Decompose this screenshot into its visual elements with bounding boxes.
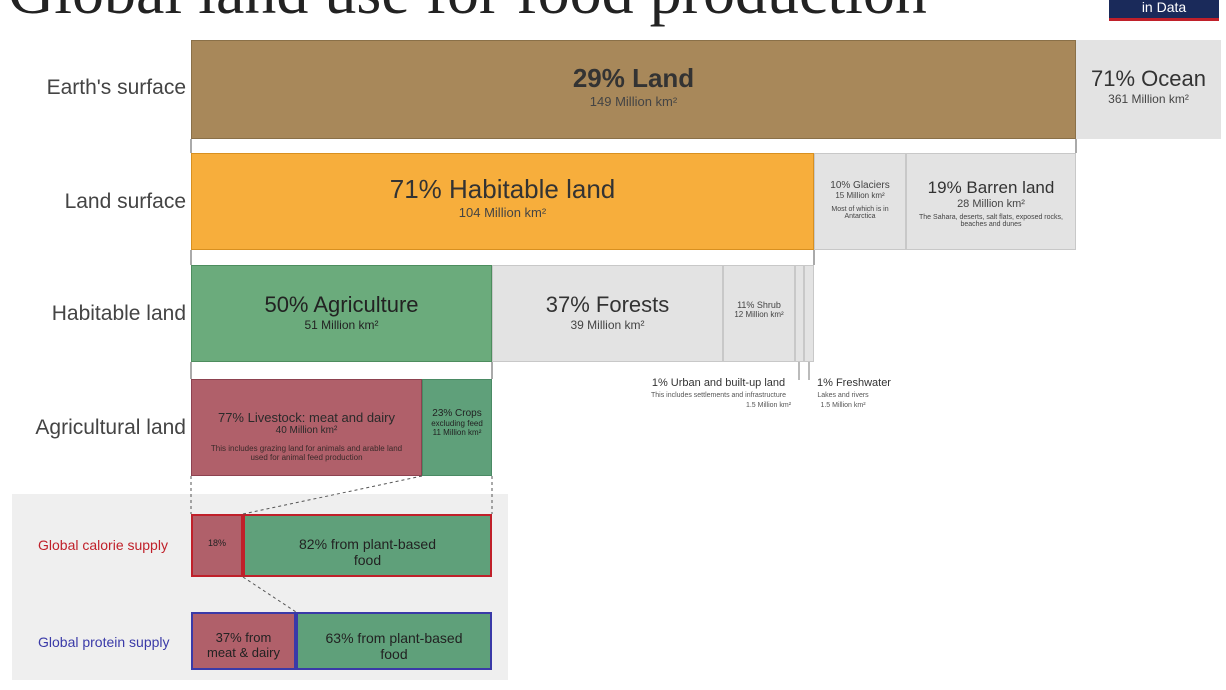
chart-title: Global land use for food production — [8, 0, 927, 24]
dotted-livestock-split — [242, 475, 423, 515]
bar-calorie-animal: 18% — [191, 514, 243, 577]
bar-barren: 19% Barren land 28 Million km² The Sahar… — [906, 153, 1076, 250]
bar-habitable-area: 104 Million km² — [458, 205, 547, 220]
bar-crops: 23% Crops excluding feed 11 Million km² — [422, 379, 492, 476]
bar-crops-note: excluding feed — [431, 419, 483, 428]
bar-forests-area: 39 Million km² — [570, 318, 645, 332]
row-label-habitable: Habitable land — [51, 302, 186, 325]
bar-land-pct: 29% Land — [572, 63, 695, 93]
row-label-earth: Earth's surface — [46, 76, 186, 99]
bar-protein-animal: 37% from meat & dairy — [191, 612, 296, 670]
bar-land: 29% Land 149 Million km² — [191, 40, 1076, 139]
bar-livestock-area: 40 Million km² — [275, 425, 338, 436]
bar-barren-area: 28 Million km² — [957, 198, 1025, 210]
bar-ocean-area: 361 Million km² — [1108, 92, 1189, 106]
bar-land-area: 149 Million km² — [589, 94, 678, 109]
bar-freshwater — [804, 265, 814, 362]
bar-crops-area: 11 Million km² — [432, 428, 482, 437]
bar-forests-pct: 37% Forests — [545, 292, 670, 317]
bar-protein-animal-pct: 37% from meat & dairy — [207, 630, 280, 660]
bar-glaciers-area: 15 Million km² — [835, 191, 885, 200]
bar-shrub-pct: 11% Shrub — [737, 300, 781, 310]
row-label-protein: Global protein supply — [38, 634, 170, 650]
logo: in Data — [1109, 0, 1219, 21]
bar-barren-note: The Sahara, deserts, salt flats, exposed… — [919, 214, 1063, 228]
bar-calorie-plant: 82% from plant-based food — [243, 514, 492, 577]
bar-protein-plant: 63% from plant-based food — [296, 612, 492, 670]
freshwater-note: Lakes and rivers — [817, 392, 869, 399]
bar-glaciers-note: Most of which is in Antarctica — [831, 206, 889, 220]
bar-crops-pct: 23% Crops — [432, 408, 482, 419]
bar-ocean-pct: 71% Ocean — [1091, 66, 1206, 91]
urban-area: 1.5 Million km² — [745, 402, 792, 409]
urban-note: This includes settlements and infrastruc… — [650, 392, 786, 399]
bar-barren-pct: 19% Barren land — [927, 178, 1055, 197]
bar-protein-plant-pct: 63% from plant-based food — [325, 630, 463, 662]
freshwater-label: 1% Freshwater — [817, 377, 891, 389]
dotted-protein-split — [242, 576, 297, 613]
freshwater-area: 1.5 Million km² — [820, 402, 866, 409]
bar-agriculture-area: 51 Million km² — [304, 318, 379, 332]
row-label-agricultural: Agricultural land — [35, 416, 186, 439]
bar-agriculture-pct: 50% Agriculture — [264, 292, 419, 317]
row-label-calorie: Global calorie supply — [38, 537, 168, 553]
urban-label: 1% Urban and built-up land — [651, 377, 786, 389]
bar-livestock: 77% Livestock: meat and dairy 40 Million… — [191, 379, 422, 476]
bar-ocean: 71% Ocean 361 Million km² — [1076, 40, 1221, 139]
bar-livestock-note: This includes grazing land for animals a… — [210, 444, 403, 462]
bar-habitable-pct: 71% Habitable land — [389, 174, 616, 204]
bar-glaciers-pct: 10% Glaciers — [830, 180, 890, 191]
bar-shrub: 11% Shrub 12 Million km² — [723, 265, 795, 362]
bar-calorie-animal-pct: 18% — [207, 538, 226, 548]
bar-calorie-plant-pct: 82% from plant-based food — [299, 536, 436, 568]
bar-agriculture: 50% Agriculture 51 Million km² — [191, 265, 492, 362]
bar-habitable: 71% Habitable land 104 Million km² — [191, 153, 814, 250]
bar-livestock-pct: 77% Livestock: meat and dairy — [217, 410, 396, 425]
bar-shrub-area: 12 Million km² — [734, 310, 784, 319]
bar-urban — [795, 265, 804, 362]
bar-forests: 37% Forests 39 Million km² — [492, 265, 723, 362]
bar-glaciers: 10% Glaciers 15 Million km² Most of whic… — [814, 153, 906, 250]
row-label-land: Land surface — [64, 190, 186, 213]
